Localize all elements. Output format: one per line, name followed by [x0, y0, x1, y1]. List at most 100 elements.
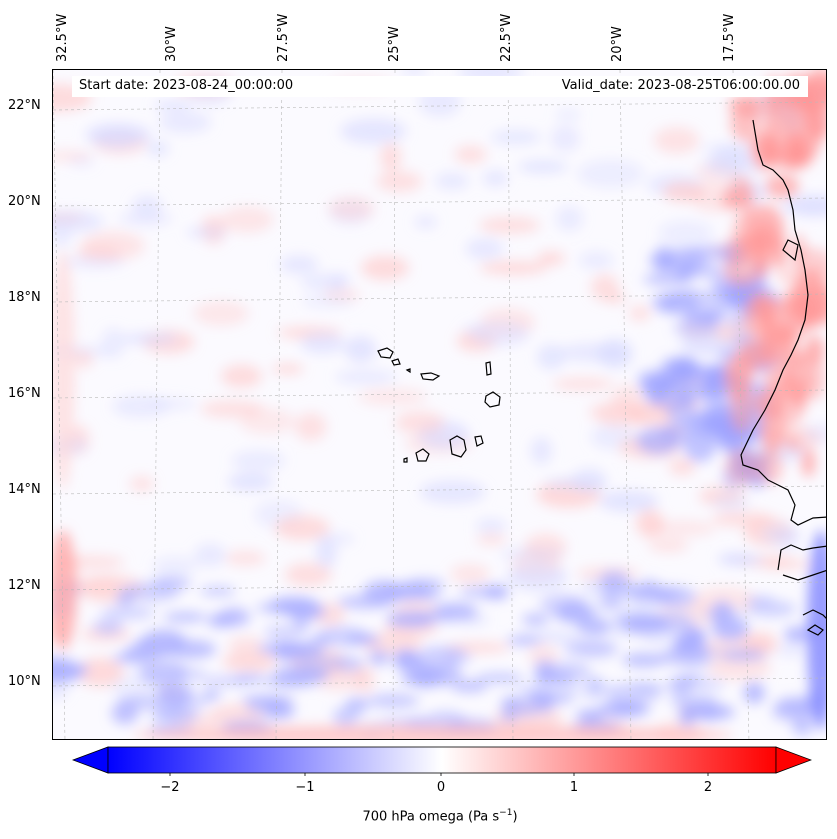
valid-date-label: Valid_date: 2023-08-25T06:00:00.00: [561, 78, 800, 93]
field-patch: [659, 422, 695, 444]
field-patch: [257, 641, 312, 656]
lat-label-18: 18°N: [8, 290, 41, 305]
field-patch: [300, 332, 346, 354]
field-patch: [740, 234, 759, 259]
field-patch: [401, 70, 427, 77]
field-patch: [642, 272, 688, 286]
lat-label-12: 12°N: [8, 578, 41, 593]
field-patch: [711, 511, 774, 527]
field-patch: [755, 449, 783, 485]
field-patch: [228, 635, 265, 656]
field-patch: [80, 231, 145, 261]
field-patch: [555, 109, 581, 121]
field-patch: [648, 538, 689, 553]
colorbar-tick-neg2: −2: [160, 780, 180, 795]
field-patch: [284, 562, 332, 587]
field-patch: [506, 636, 541, 645]
field-patch: [194, 543, 227, 567]
field-patch: [316, 538, 337, 568]
start-date-label: Start date: 2023-08-24_00:00:00: [79, 78, 294, 93]
field-patch: [133, 725, 733, 739]
field-patch: [528, 643, 559, 667]
colorbar-tick-0: 0: [436, 780, 446, 795]
field-patch: [92, 619, 124, 635]
field-patch: [662, 182, 706, 203]
field-patch: [393, 648, 417, 670]
omega-field: [53, 70, 826, 739]
lat-label-14: 14°N: [8, 482, 41, 497]
field-patch: [539, 593, 587, 615]
field-patch: [53, 530, 77, 650]
field-patch: [476, 533, 507, 545]
field-patch: [698, 707, 719, 721]
map-panel: [52, 69, 827, 740]
field-patch: [138, 660, 188, 684]
field-patch: [274, 515, 330, 541]
field-patch: [227, 472, 274, 491]
field-patch: [718, 648, 767, 661]
field-patch: [578, 251, 614, 270]
field-patch: [294, 412, 327, 441]
field-patch: [776, 644, 808, 657]
field-patch: [450, 563, 490, 584]
field-patch: [346, 633, 380, 645]
field-patch: [120, 332, 179, 345]
field-patch: [340, 118, 407, 145]
colorbar-label-exponent: −1: [499, 808, 513, 818]
field-patch: [265, 677, 313, 688]
field-patch: [790, 271, 826, 323]
field-patch: [399, 671, 451, 686]
field-patch: [576, 708, 605, 723]
field-patch: [562, 639, 616, 657]
colorbar-label: 700 hPa omega (Pa s−1): [0, 808, 837, 824]
field-patch: [419, 646, 467, 655]
field-patch: [301, 294, 354, 308]
lon-label-25: 25°W: [387, 26, 402, 62]
field-patch: [199, 675, 253, 687]
field-patch: [692, 364, 723, 393]
field-patch: [629, 682, 666, 692]
field-patch: [600, 579, 625, 603]
field-patch: [763, 90, 823, 170]
field-patch: [648, 520, 716, 537]
coastline: [377, 119, 826, 636]
field-patch: [673, 319, 720, 337]
field-patch: [705, 654, 772, 681]
field-patch: [609, 700, 640, 715]
field-patch: [199, 586, 236, 596]
field-patch: [112, 394, 170, 418]
lat-label-16: 16°N: [8, 386, 41, 401]
field-patch: [803, 354, 826, 401]
field-patch: [499, 547, 565, 561]
field-patch: [555, 206, 583, 232]
field-patch: [729, 383, 754, 434]
field-patch: [804, 335, 825, 365]
field-patch: [222, 651, 277, 672]
field-patch: [207, 613, 235, 628]
field-patch: [802, 423, 826, 444]
field-patch: [521, 613, 549, 626]
field-patch: [765, 174, 800, 199]
lon-label-32.5: 32.5°W: [55, 13, 70, 62]
colorbar-tick-2: 2: [703, 780, 713, 795]
field-patch: [586, 676, 605, 697]
field-patch: [158, 111, 212, 133]
lat-label-22: 22°N: [8, 98, 41, 113]
field-patch: [122, 645, 170, 660]
field-patch: [380, 143, 402, 172]
field-patch: [334, 369, 397, 385]
field-patch: [100, 605, 155, 620]
field-patch: [501, 696, 526, 707]
field-patch: [670, 694, 719, 709]
field-patch: [669, 458, 696, 476]
field-patch: [201, 690, 221, 700]
field-patch: [268, 596, 319, 616]
field-patch: [506, 562, 568, 592]
field-patch: [454, 145, 487, 164]
lon-label-27.5: 27.5°W: [276, 13, 291, 62]
field-patch: [53, 250, 75, 490]
omega-field-map: [53, 70, 826, 739]
field-patch: [395, 411, 445, 435]
field-patch: [605, 292, 627, 304]
field-patch: [662, 290, 698, 316]
